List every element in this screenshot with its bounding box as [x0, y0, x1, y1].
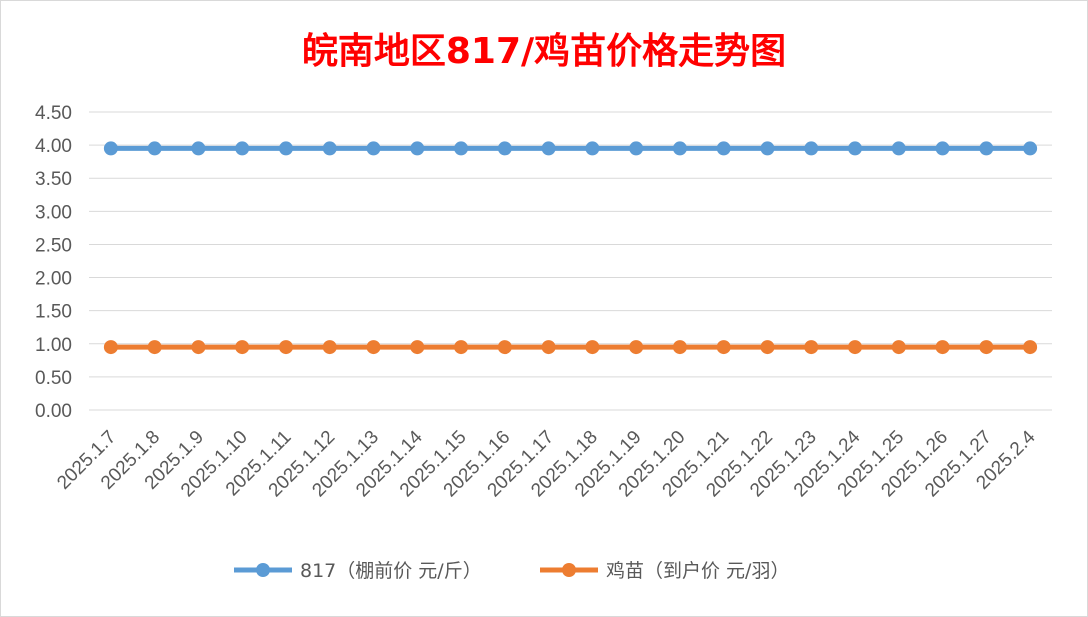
- data-point: [454, 141, 469, 156]
- data-point: [716, 340, 731, 355]
- data-point: [935, 340, 950, 355]
- data-point: [585, 340, 600, 355]
- data-point: [979, 340, 994, 355]
- y-tick-label: 3.50: [35, 169, 72, 190]
- data-point: [103, 141, 118, 156]
- data-point: [322, 340, 337, 355]
- grid-lines: [89, 111, 1052, 411]
- y-tick-label: 2.00: [35, 269, 72, 290]
- data-point: [585, 141, 600, 156]
- y-axis-tick-labels: 0.00 0.50 1.00 1.50 2.00 2.50 3.00 3.50 4.00 4.50: [35, 103, 72, 422]
- data-point: [322, 141, 337, 156]
- data-point: [147, 141, 162, 156]
- legend-label: 鸡苗（到户价 元/羽）: [606, 560, 789, 582]
- data-point: [541, 141, 556, 156]
- chart-title: 皖南地区817/鸡苗价格走势图: [301, 31, 787, 72]
- legend: 817（棚前价 元/斤） 鸡苗（到户价 元/羽）: [234, 560, 789, 582]
- legend-marker: [562, 563, 576, 577]
- data-point: [103, 340, 118, 355]
- data-point: [672, 340, 687, 355]
- data-point: [979, 141, 994, 156]
- data-point: [366, 141, 381, 156]
- data-point: [629, 141, 644, 156]
- data-point: [191, 340, 206, 355]
- data-point: [366, 340, 381, 355]
- series-layer: [103, 141, 1038, 355]
- y-tick-label: 3.00: [35, 202, 72, 223]
- x-axis-tick-labels: 2025.1.72025.1.82025.1.92025.1.102025.1.…: [53, 426, 1040, 501]
- data-point: [629, 340, 644, 355]
- y-tick-label: 2.50: [35, 235, 72, 256]
- data-point: [410, 141, 425, 156]
- data-point: [497, 340, 512, 355]
- data-point: [760, 340, 775, 355]
- data-point: [760, 141, 775, 156]
- y-tick-label: 4.00: [35, 136, 72, 157]
- data-point: [541, 340, 556, 355]
- y-tick-label: 0.50: [35, 368, 72, 389]
- y-tick-label: 1.00: [35, 335, 72, 356]
- data-point: [1023, 141, 1038, 156]
- data-point: [191, 141, 206, 156]
- data-point: [1023, 340, 1038, 355]
- data-point: [891, 141, 906, 156]
- data-point: [147, 340, 162, 355]
- data-point: [891, 340, 906, 355]
- y-tick-label: 0.00: [35, 401, 72, 422]
- y-tick-label: 1.50: [35, 302, 72, 323]
- data-point: [716, 141, 731, 156]
- data-point: [454, 340, 469, 355]
- data-point: [497, 141, 512, 156]
- y-tick-label: 4.50: [35, 103, 72, 124]
- data-point: [848, 340, 863, 355]
- legend-label: 817（棚前价 元/斤）: [300, 560, 482, 582]
- data-point: [278, 340, 293, 355]
- data-point: [410, 340, 425, 355]
- data-point: [672, 141, 687, 156]
- data-point: [804, 141, 819, 156]
- data-point: [278, 141, 293, 156]
- legend-marker: [256, 563, 270, 577]
- data-point: [935, 141, 950, 156]
- data-point: [804, 340, 819, 355]
- data-point: [848, 141, 863, 156]
- data-point: [235, 340, 250, 355]
- data-point: [235, 141, 250, 156]
